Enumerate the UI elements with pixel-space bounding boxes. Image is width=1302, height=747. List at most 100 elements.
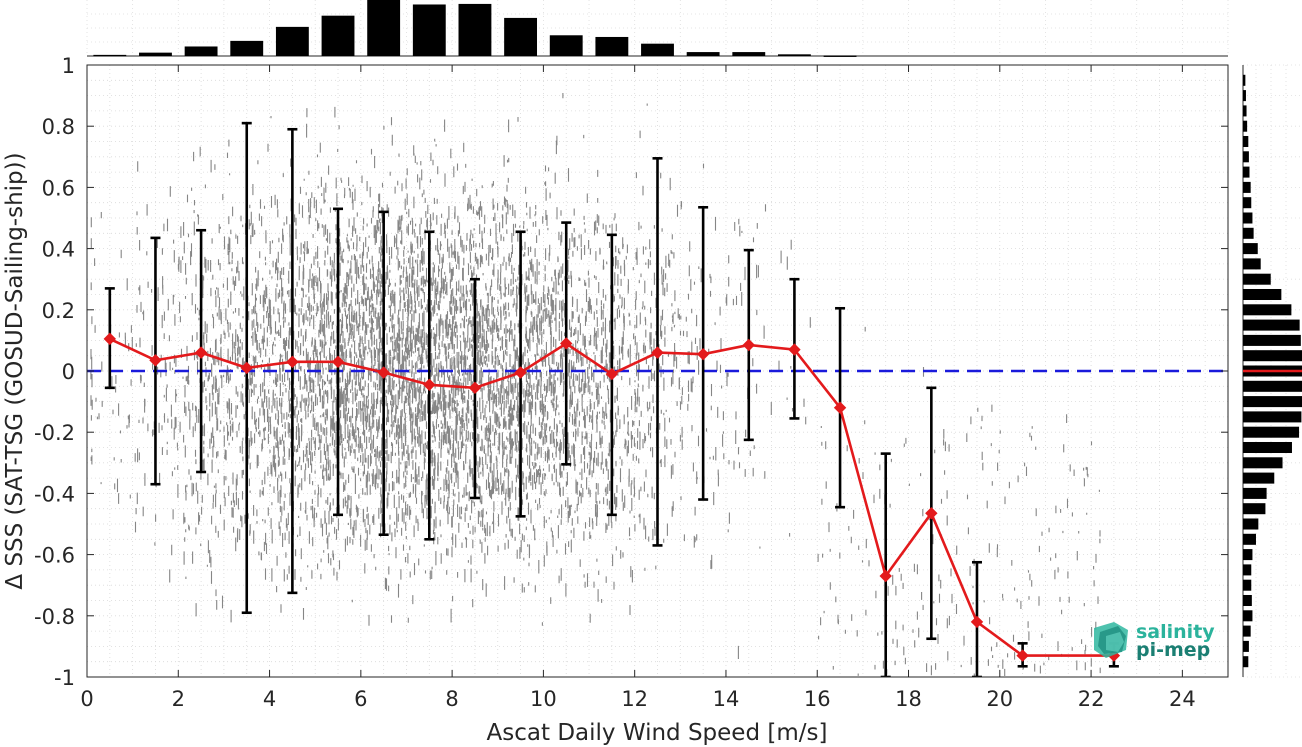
y-histogram-bar — [1243, 640, 1249, 652]
y-histogram-bar — [1243, 350, 1302, 362]
y-histogram-bar — [1243, 564, 1252, 576]
x-histogram-bar — [321, 15, 355, 56]
mean-marker — [1016, 649, 1029, 662]
x-tick-label: 12 — [621, 687, 648, 711]
x-histogram-bar — [184, 46, 218, 56]
y-tick-label: 0 — [62, 360, 75, 384]
y-tick-label: 0.6 — [42, 176, 75, 200]
mean-marker — [103, 332, 117, 346]
mean-markers — [103, 332, 1121, 662]
mean-marker — [742, 338, 755, 352]
mean-marker — [560, 337, 573, 350]
y-histogram-bar — [1243, 74, 1246, 86]
y-histogram-bar — [1243, 380, 1302, 392]
y-tick-label: -0.4 — [34, 482, 75, 506]
x-histogram-bar — [504, 17, 538, 57]
x-histogram-bar — [139, 52, 172, 56]
mean-marker — [696, 347, 710, 361]
y-axis-ticks: -1 -0.8 -0.6 -0.4 -0.2 0 0.2 0.4 0.6 0.8 1 — [34, 54, 1228, 690]
y-tick-label: -1 — [54, 666, 75, 690]
y-histogram-bar — [1243, 610, 1253, 622]
y-histogram-bar — [1243, 656, 1249, 668]
x-histogram-bar — [412, 4, 446, 57]
y-histogram-bar — [1243, 334, 1301, 346]
y-histogram-bar — [1243, 411, 1302, 423]
y-histogram-bar — [1243, 503, 1266, 515]
y-histogram-bar — [1243, 90, 1246, 102]
mean-marker — [970, 615, 984, 629]
x-histogram-bar — [732, 52, 766, 56]
y-histogram-bar — [1243, 120, 1248, 132]
y-histogram-bar — [1243, 487, 1267, 499]
y-histogram-bar — [1243, 212, 1253, 224]
salinity-pi-mep-logo: salinity pi-mep — [1088, 616, 1218, 666]
x-histogram — [86, 0, 1229, 57]
y-histogram — [1242, 64, 1302, 678]
mean-marker — [194, 346, 208, 359]
y-histogram-bar — [1243, 304, 1292, 316]
y-histogram-bar — [1243, 533, 1256, 545]
mean-marker — [240, 361, 253, 375]
y-histogram-bar — [1243, 243, 1258, 255]
mean-marker — [331, 355, 345, 369]
y-tick-label: -0.8 — [34, 605, 75, 629]
mean-marker — [925, 507, 938, 520]
y-histogram-bar — [1243, 625, 1251, 637]
mean-marker — [423, 378, 436, 391]
y-histogram-bar — [1243, 426, 1300, 438]
y-histogram-bar — [1243, 579, 1252, 591]
logo-mark-icon — [1094, 622, 1128, 658]
y-histogram-bar — [1243, 135, 1249, 148]
x-tick-label: 16 — [804, 687, 831, 711]
y-histogram-bar — [1243, 549, 1253, 561]
y-tick-label: 0.8 — [42, 115, 75, 139]
y-tick-label: 0.4 — [42, 238, 75, 262]
x-histogram-bar — [686, 52, 720, 56]
x-histogram-bar — [367, 0, 401, 56]
y-histogram-bar — [1243, 441, 1292, 454]
x-histogram-bar — [823, 55, 857, 57]
y-histogram-bar — [1243, 227, 1254, 239]
x-histogram-bar — [777, 54, 811, 56]
y-histogram-bar — [1243, 151, 1249, 163]
scatter-cloud — [90, 93, 1101, 677]
x-histogram-bar — [275, 26, 309, 56]
y-histogram-bar — [1243, 396, 1302, 408]
x-tick-label: 4 — [263, 687, 276, 711]
x-tick-label: 10 — [530, 687, 557, 711]
mean-marker — [788, 343, 801, 356]
x-histogram-bar — [549, 35, 583, 56]
mean-marker — [514, 366, 527, 379]
y-histogram-bar — [1243, 518, 1259, 530]
y-histogram-bar — [1243, 197, 1252, 209]
x-axis-ticks: 0 2 4 6 8 10 12 14 16 18 20 22 24 — [80, 65, 1196, 711]
y-histogram-bar — [1243, 472, 1275, 484]
y-histogram-bar — [1243, 105, 1247, 117]
mean-marker — [879, 569, 892, 583]
y-tick-label: -0.2 — [34, 421, 75, 445]
logo-text-salinity: salinity — [1136, 621, 1215, 643]
x-histogram-bar — [641, 43, 674, 56]
x-tick-label: 0 — [80, 687, 93, 711]
x-axis-label: Ascat Daily Wind Speed [m/s] — [487, 720, 828, 746]
y-histogram-bar — [1243, 273, 1271, 285]
y-histogram-bar — [1243, 457, 1283, 469]
mean-marker — [468, 381, 482, 395]
y-histogram-bar — [1243, 288, 1282, 301]
x-tick-label: 2 — [172, 687, 185, 711]
x-histogram-bar — [595, 36, 629, 56]
y-histogram-bar — [1243, 166, 1250, 178]
x-tick-label: 14 — [713, 687, 740, 711]
x-histogram-bar — [458, 3, 492, 57]
mean-marker — [377, 366, 390, 379]
x-tick-label: 20 — [986, 687, 1013, 711]
x-tick-label: 22 — [1078, 687, 1105, 711]
mean-marker — [286, 355, 299, 369]
logo-text-pi-mep: pi-mep — [1136, 639, 1211, 661]
mean-marker — [651, 346, 664, 359]
x-histogram-bar — [93, 54, 127, 57]
error-bar — [880, 452, 891, 677]
x-tick-label: 8 — [445, 687, 458, 711]
x-tick-label: 18 — [895, 687, 922, 711]
